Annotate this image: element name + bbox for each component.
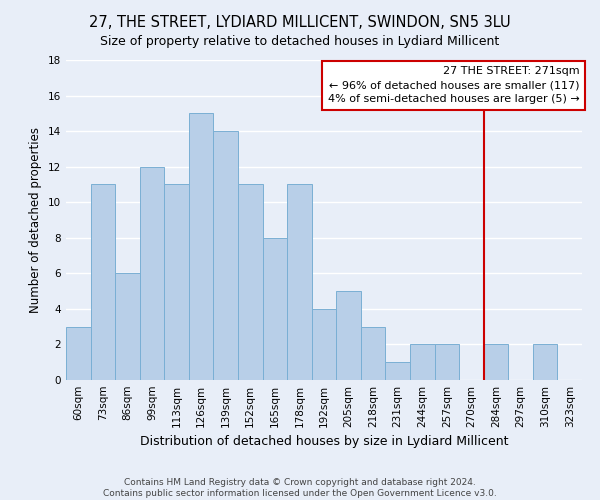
Bar (336, 291, 361, 380)
Bar (312, 309, 336, 380)
Bar (287, 184, 312, 380)
X-axis label: Distribution of detached houses by size in Lydiard Millicent: Distribution of detached houses by size … (140, 436, 508, 448)
Bar (385, 362, 410, 380)
Bar (238, 184, 263, 380)
Text: Contains HM Land Registry data © Crown copyright and database right 2024.
Contai: Contains HM Land Registry data © Crown c… (103, 478, 497, 498)
Bar (434, 344, 459, 380)
Y-axis label: Number of detached properties: Number of detached properties (29, 127, 43, 313)
Bar (189, 114, 214, 380)
Bar (164, 184, 189, 380)
Text: 27, THE STREET, LYDIARD MILLICENT, SWINDON, SN5 3LU: 27, THE STREET, LYDIARD MILLICENT, SWIND… (89, 15, 511, 30)
Bar (91, 184, 115, 380)
Bar (484, 344, 508, 380)
Bar (361, 326, 385, 380)
Bar (410, 344, 434, 380)
Text: Size of property relative to detached houses in Lydiard Millicent: Size of property relative to detached ho… (100, 35, 500, 48)
Bar (533, 344, 557, 380)
Bar (66, 326, 91, 380)
Text: 27 THE STREET: 271sqm
← 96% of detached houses are smaller (117)
4% of semi-deta: 27 THE STREET: 271sqm ← 96% of detached … (328, 66, 580, 104)
Bar (140, 166, 164, 380)
Bar (115, 274, 140, 380)
Bar (263, 238, 287, 380)
Bar (214, 131, 238, 380)
